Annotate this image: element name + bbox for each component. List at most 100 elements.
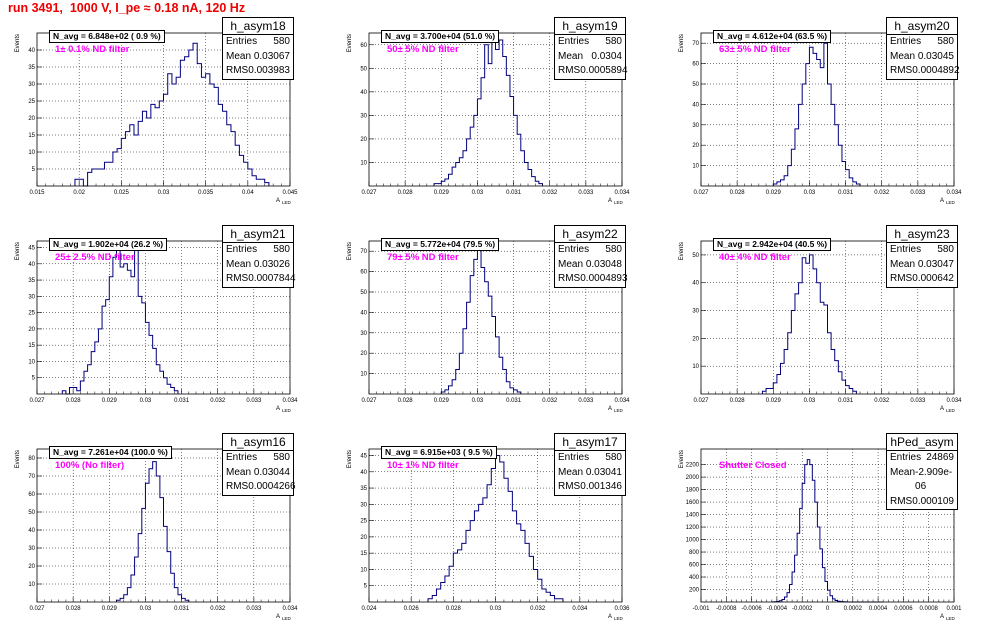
y-tick-label: 20 (360, 535, 367, 541)
y-tick-label: 40 (360, 310, 367, 316)
filter-label: 1± 0.1% ND filter (55, 44, 130, 55)
histogram-bars (761, 254, 857, 394)
y-tick-label: 80 (28, 456, 35, 462)
y-tick-label: 70 (28, 474, 35, 480)
filter-label: 63± 5% ND filter (719, 44, 791, 55)
n-avg-label: N_avg = 7.261e+04 (100.0 %) (49, 446, 172, 459)
x-axis-title: A LED (608, 614, 624, 621)
x-tick-label: -0.0002 (792, 606, 813, 612)
x-tick-label: 0.03 (158, 190, 170, 196)
stats-mean-row: Mean 0.03044 (223, 466, 293, 481)
histogram-pad-h_asym21: 0.027 0.028 0.029 0.03 0.031 0.032 0.033 0.034 5… (0, 222, 332, 430)
stats-rms-row: RMS 0.0004266 (223, 480, 296, 495)
y-tick-label: 50 (692, 82, 699, 88)
y-tick-label: 400 (689, 575, 700, 581)
x-tick-label: 0.029 (434, 398, 450, 404)
y-axis-title: Events (347, 450, 353, 468)
stats-value: 0.0304 (591, 50, 622, 62)
x-tick-label: 0.024 (361, 606, 377, 612)
y-tick-label: 1200 (686, 525, 700, 531)
stats-histogram-name: hPed_asym (887, 434, 957, 451)
stats-histogram-name: h_asym20 (887, 18, 957, 35)
x-tick-label: 0.015 (29, 190, 45, 196)
histogram-pad-h_asym20: 0.027 0.028 0.029 0.03 0.031 0.032 0.033 0.034 1… (664, 14, 996, 222)
x-tick-label: 0.034 (946, 190, 962, 196)
x-tick-label: 0.034 (572, 606, 588, 612)
histogram-bars (433, 34, 543, 186)
x-tick-label: 0.028 (730, 398, 746, 404)
y-tick-label: 40 (28, 48, 35, 54)
stats-label: RMS (226, 65, 249, 76)
stats-value: 0.03045 (917, 50, 954, 62)
stats-rms-row: RMS 0.001346 (555, 480, 625, 495)
histogram-bars (116, 461, 190, 602)
x-tick-label: -0.0008 (716, 606, 737, 612)
histogram-pad-h_asym22: 0.027 0.028 0.029 0.03 0.031 0.032 0.033 0.034 1… (332, 222, 664, 430)
x-tick-label: 0.036 (614, 606, 630, 612)
stats-label: Entries (558, 36, 590, 47)
filter-label: 79± 5% ND filter (387, 252, 459, 263)
histogram-bars (427, 455, 564, 602)
stats-value: 0.0004266 (248, 481, 296, 492)
y-tick-label: 40 (692, 102, 699, 108)
stats-value: 580 (273, 36, 290, 47)
stats-box: h_asym20 Entries 580 Mean 0.03045 RMS 0.000489… (886, 17, 960, 80)
stats-value: -2.909e-06 (915, 466, 953, 493)
x-tick-label: 0.027 (361, 190, 377, 196)
x-tick-label: 0.045 (282, 190, 298, 196)
x-tick-label: 0.031 (838, 398, 854, 404)
x-tick-label: 0.031 (506, 190, 522, 196)
histogram-bars (74, 42, 270, 187)
filter-label: 10± 1% ND filter (387, 460, 459, 471)
y-tick-label: 15 (360, 551, 367, 557)
histogram-pad-h_asym17: 0.024 0.026 0.028 0.03 0.032 0.034 0.036 5 10 15 2… (332, 430, 664, 638)
stats-entries-row: Entries 580 (555, 451, 625, 466)
y-tick-label: 1400 (686, 513, 700, 519)
y-tick-label: 40 (28, 262, 35, 268)
x-axis-title: A LED (276, 614, 292, 621)
run-title: run 3491, 1000 V, I_pe ≈ 0.18 nA, 120 Hz (8, 1, 246, 15)
stats-label: RMS (558, 481, 581, 492)
stats-value: 580 (605, 244, 622, 255)
stats-value: 0.03044 (253, 466, 290, 478)
x-tick-label: 0.0004 (869, 606, 888, 612)
y-tick-label: 60 (28, 492, 35, 498)
stats-value: 0.000109 (912, 495, 954, 507)
x-tick-label: -0.0004 (767, 606, 788, 612)
stats-histogram-name: h_asym23 (887, 226, 957, 243)
x-tick-label: 0.032 (874, 190, 890, 196)
n-avg-label: N_avg = 1.902e+04 (26.2 %) (49, 238, 168, 251)
stats-entries-row: Entries 580 (555, 35, 625, 50)
y-tick-label: 25 (360, 519, 367, 525)
x-tick-label: 0.033 (578, 398, 594, 404)
y-tick-label: 30 (28, 82, 35, 88)
y-tick-label: 30 (360, 502, 367, 508)
x-tick-label: 0.03 (804, 398, 816, 404)
x-tick-label: 0.027 (693, 398, 709, 404)
y-tick-label: 20 (28, 564, 35, 570)
stats-mean-row: Mean -2.909e-06 (887, 466, 957, 495)
x-tick-label: 0.034 (946, 398, 962, 404)
x-tick-label: 0.027 (361, 398, 377, 404)
y-axis-title: Events (15, 242, 21, 260)
stats-value: 0.0004893 (580, 273, 628, 284)
stats-box: h_asym19 Entries 580 Mean 0.0304 RMS 0.0005894 (554, 17, 628, 80)
stats-label: Mean (226, 50, 252, 62)
y-axis-title: Events (347, 242, 353, 260)
y-axis-title: Events (15, 34, 21, 52)
y-tick-label: 10 (360, 567, 367, 573)
x-tick-label: 0.031 (506, 398, 522, 404)
x-tick-label: 0.033 (910, 398, 926, 404)
y-tick-label: 20 (692, 336, 699, 342)
stats-value: 580 (273, 452, 290, 463)
stats-value: 24869 (926, 452, 954, 463)
y-tick-label: 800 (689, 550, 700, 556)
x-tick-label: 0.033 (578, 190, 594, 196)
stats-label: RMS (890, 273, 913, 284)
stats-value: 580 (605, 452, 622, 463)
stats-label: Mean (558, 50, 584, 62)
x-tick-label: -0.001 (692, 606, 710, 612)
x-tick-label: 0.027 (693, 190, 709, 196)
y-tick-label: 35 (28, 278, 35, 284)
histogram-plot: 0.027 0.028 0.029 0.03 0.031 0.032 0.033 0.034 1… (347, 32, 630, 205)
